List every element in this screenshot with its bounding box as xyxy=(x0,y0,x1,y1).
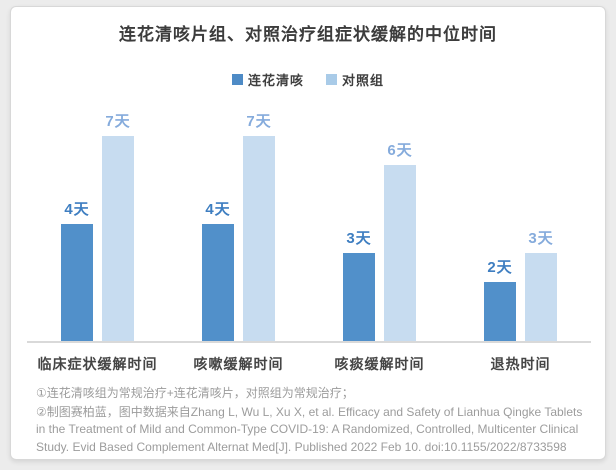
bar-value-label: 6天 xyxy=(387,142,413,159)
bar-value-label: 2天 xyxy=(487,259,513,276)
footnote-line: ①连花清咳组为常规治疗+连花清咳片，对照组为常规治疗； xyxy=(36,386,354,400)
bar xyxy=(343,253,375,341)
footnote-line: ②制图赛柏蓝，图中数据来自Zhang L, Wu L, Xu X, et al.… xyxy=(36,404,583,454)
bar xyxy=(484,282,516,341)
bar-value-label: 7天 xyxy=(246,113,272,130)
chart-title: 连花清咳片组、对照治疗组症状缓解的中位时间 xyxy=(119,25,497,44)
bar-column: 7天 xyxy=(243,110,275,341)
legend: 连花清咳 对照组 xyxy=(11,70,605,89)
category-label: 咳嗽缓解时间 xyxy=(193,356,284,372)
bar-column: 4天 xyxy=(202,198,234,341)
bar-group: 4天 7天 xyxy=(27,113,168,341)
bar-value-label: 3天 xyxy=(528,230,554,247)
category-label: 临床症状缓解时间 xyxy=(37,356,158,372)
bar-group: 3天 6天 xyxy=(309,129,450,341)
bar xyxy=(102,136,134,341)
bar-column: 2天 xyxy=(484,256,516,341)
bar-column: 3天 xyxy=(343,227,375,341)
bar-value-label: 7天 xyxy=(105,113,131,130)
bar-column: 7天 xyxy=(102,110,134,341)
bar-column: 6天 xyxy=(384,139,416,341)
category-label: 咳痰缓解时间 xyxy=(334,356,425,372)
category-axis: 临床症状缓解时间 咳嗽缓解时间 咳痰缓解时间 退热时间 xyxy=(27,354,591,374)
bar-value-label: 4天 xyxy=(64,201,90,218)
plot-area: 4天 7天 4天 7天 3天 6天 2天 3天 xyxy=(27,113,591,343)
legend-swatch-icon xyxy=(326,74,337,85)
bar xyxy=(384,165,416,341)
bar xyxy=(525,253,557,341)
legend-item-control: 对照组 xyxy=(326,70,384,89)
bar-column: 4天 xyxy=(61,198,93,341)
legend-item-treatment: 连花清咳 xyxy=(231,70,304,89)
bar xyxy=(61,224,93,341)
bar-column: 3天 xyxy=(525,227,557,341)
chart-card: 连花清咳片组、对照治疗组症状缓解的中位时间 连花清咳 对照组 4天 7天 4天 7天 3天… xyxy=(10,6,606,460)
category-label: 退热时间 xyxy=(490,356,551,372)
bar-value-label: 4天 xyxy=(205,201,231,218)
bar-group: 4天 7天 xyxy=(168,113,309,341)
bar xyxy=(243,136,275,341)
bar xyxy=(202,224,234,341)
legend-label: 对照组 xyxy=(342,73,385,88)
footnotes: ①连花清咳组为常规治疗+连花清咳片，对照组为常规治疗； ②制图赛柏蓝，图中数据来自… xyxy=(36,385,587,457)
legend-label: 连花清咳 xyxy=(247,73,304,88)
bar-value-label: 3天 xyxy=(346,230,372,247)
legend-swatch-icon xyxy=(231,74,243,85)
bar-group: 2天 3天 xyxy=(450,129,591,341)
